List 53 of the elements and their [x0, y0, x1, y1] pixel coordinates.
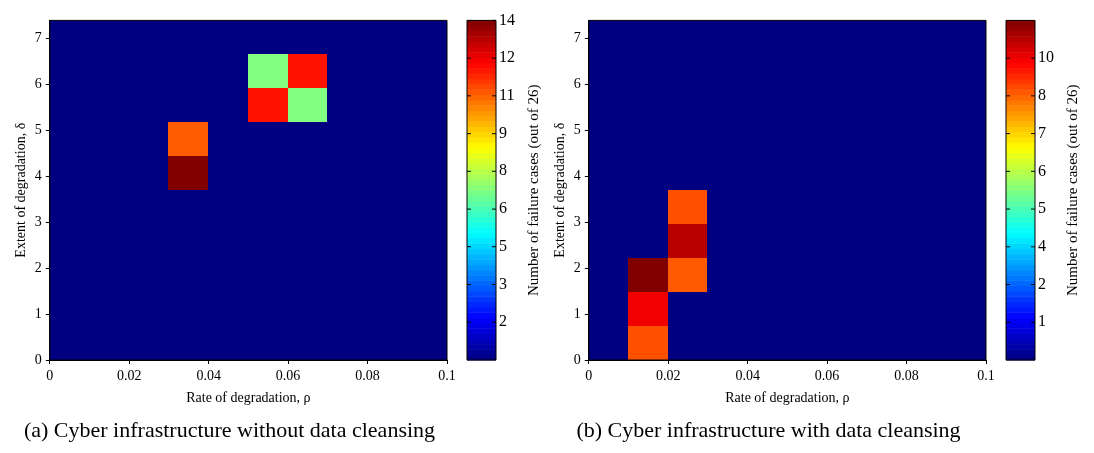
- color-bar-label: 5: [499, 236, 507, 254]
- x-tick-label: 0.04: [196, 368, 221, 384]
- x-tick-label: 0: [46, 368, 54, 384]
- y-tick-label: 1: [573, 305, 581, 321]
- y-tick-label: 6: [34, 76, 42, 92]
- color-bar-label: 6: [1038, 161, 1046, 179]
- y-tick-label: 4: [573, 168, 581, 184]
- x-tick-label: 0.1: [438, 368, 456, 384]
- x-tick-label: 0.06: [275, 368, 301, 384]
- y-tick-label: 4: [34, 168, 42, 184]
- y-tick-label: 6: [573, 76, 581, 92]
- y-tick-label: 5: [573, 122, 581, 138]
- color-bar-label: 14: [499, 10, 515, 28]
- color-bar-label: 8: [499, 161, 507, 179]
- x-tick-label: 0: [585, 368, 593, 384]
- x-tick-label: 0.06: [814, 368, 840, 384]
- color-bar-label: 11: [499, 86, 515, 104]
- y-tick-label: 0: [34, 351, 42, 367]
- color-bar-label: 3: [499, 274, 507, 292]
- color-bar-label: 9: [499, 123, 507, 141]
- color-bar-label: 12: [499, 48, 515, 66]
- x-tick-label: 0.04: [735, 368, 760, 384]
- color-bar-label: 2: [499, 312, 507, 330]
- x-tick-label: 0.1: [977, 368, 995, 384]
- y-tick-label: 2: [34, 259, 42, 275]
- y-axis-title: Extent of degradation, δ: [13, 122, 29, 258]
- x-tick-label: 0.02: [116, 368, 142, 384]
- y-tick-label: 1: [34, 305, 42, 321]
- color-bar-label: 7: [1038, 123, 1046, 141]
- x-axis-title: Rate of degradation, ρ: [186, 389, 311, 405]
- y-tick-label: 5: [34, 122, 42, 138]
- color-bar-title: Number of failure cases (out of 26): [1063, 84, 1081, 296]
- y-tick-label: 7: [573, 30, 581, 46]
- text: (b) Cyber infrastructure with data cleansing: [576, 416, 961, 442]
- y-tick-label: 0: [573, 351, 581, 367]
- color-bar-label: 5: [1038, 199, 1046, 217]
- color-bar-label: 10: [1038, 48, 1054, 66]
- x-tick-label: 0.08: [894, 368, 919, 384]
- x-tick-label: 0.08: [355, 368, 380, 384]
- x-axis-title: Rate of degradation, ρ: [725, 389, 850, 405]
- text: (a) Cyber infrastructure without data cleansing: [23, 416, 436, 442]
- y-tick-label: 2: [573, 259, 581, 275]
- color-bar-label: 8: [1038, 86, 1046, 104]
- color-bar-label: 4: [1038, 237, 1046, 254]
- color-bar-label: 2: [1038, 274, 1046, 292]
- y-axis-title: Extent of degradation, δ: [552, 122, 568, 258]
- color-bar-label: 1: [1038, 312, 1046, 330]
- color-bar-title: Number of failure cases (out of 26): [524, 84, 542, 296]
- y-tick-label: 3: [573, 214, 581, 229]
- x-tick-label: 0.02: [655, 368, 681, 384]
- color-bar-label: 6: [499, 199, 507, 217]
- y-tick-label: 7: [34, 30, 42, 46]
- y-tick-label: 3: [34, 214, 42, 229]
